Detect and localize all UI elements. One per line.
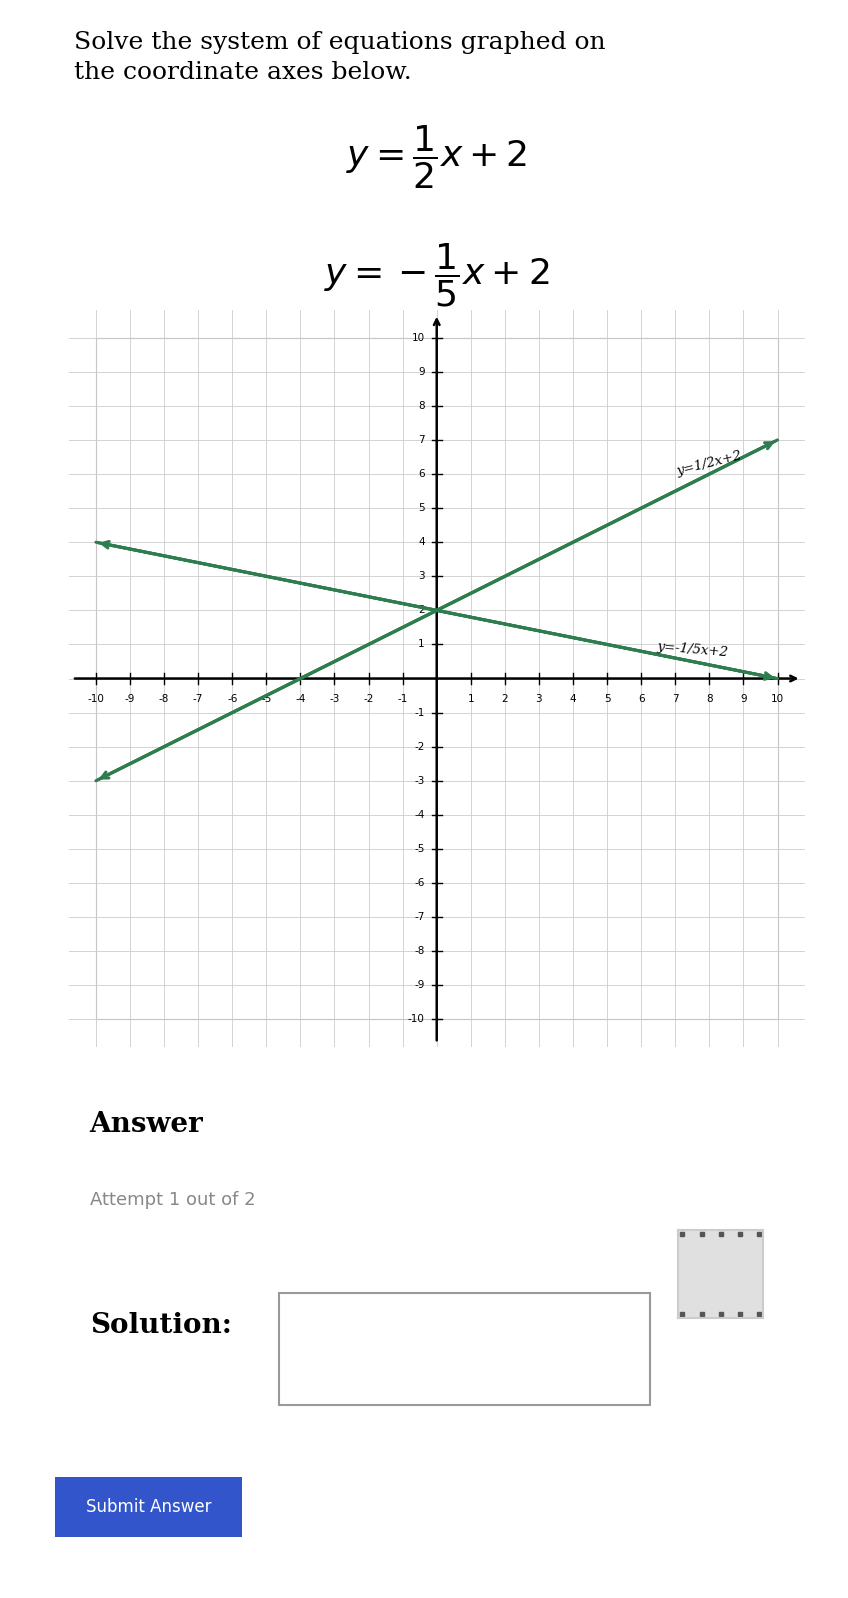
Text: Solution:: Solution: [90,1312,232,1339]
Text: -9: -9 [415,980,425,991]
Text: -3: -3 [415,775,425,786]
Text: Submit Answer: Submit Answer [86,1497,211,1517]
Text: -5: -5 [261,694,271,703]
Text: $y = \dfrac{1}{2}x + 2$: $y = \dfrac{1}{2}x + 2$ [346,123,527,192]
Text: -10: -10 [408,1015,425,1024]
Text: -1: -1 [415,708,425,718]
Text: 2: 2 [501,694,508,703]
Text: 5: 5 [604,694,611,703]
Text: 7: 7 [672,694,678,703]
Text: -1: -1 [398,694,408,703]
Text: -6: -6 [415,877,425,888]
Text: 10: 10 [771,694,784,703]
Text: 3: 3 [418,572,425,582]
Text: -8: -8 [415,946,425,956]
Text: 7: 7 [418,435,425,444]
Text: -7: -7 [193,694,204,703]
Text: 3: 3 [536,694,542,703]
Text: 4: 4 [570,694,577,703]
Text: -4: -4 [295,694,305,703]
Text: 8: 8 [418,401,425,411]
Text: 1: 1 [418,639,425,649]
Text: -9: -9 [125,694,135,703]
Text: y=1/2x+2: y=1/2x+2 [675,449,744,478]
Text: 6: 6 [418,470,425,479]
Text: Solve the system of equations graphed on
the coordinate axes below.: Solve the system of equations graphed on… [74,30,605,85]
Text: 5: 5 [418,503,425,513]
Text: -2: -2 [364,694,374,703]
Text: 6: 6 [638,694,644,703]
Text: 8: 8 [706,694,712,703]
Text: -5: -5 [415,844,425,853]
Text: -2: -2 [415,741,425,751]
Text: 10: 10 [411,332,425,342]
Text: Answer: Answer [90,1111,204,1138]
Text: 4: 4 [418,537,425,547]
Text: Attempt 1 out of 2: Attempt 1 out of 2 [90,1191,255,1210]
Text: -10: -10 [87,694,104,703]
Text: 2: 2 [418,606,425,615]
Text: 9: 9 [418,368,425,377]
Text: -4: -4 [415,810,425,820]
Text: -3: -3 [329,694,340,703]
Text: -6: -6 [227,694,237,703]
Text: $y = -\dfrac{1}{5}x + 2$: $y = -\dfrac{1}{5}x + 2$ [324,241,550,308]
Text: 1: 1 [467,694,474,703]
Text: y=-1/5x+2: y=-1/5x+2 [656,639,728,658]
Text: -8: -8 [159,694,170,703]
Text: -7: -7 [415,912,425,922]
FancyBboxPatch shape [279,1293,650,1405]
Text: 9: 9 [740,694,747,703]
